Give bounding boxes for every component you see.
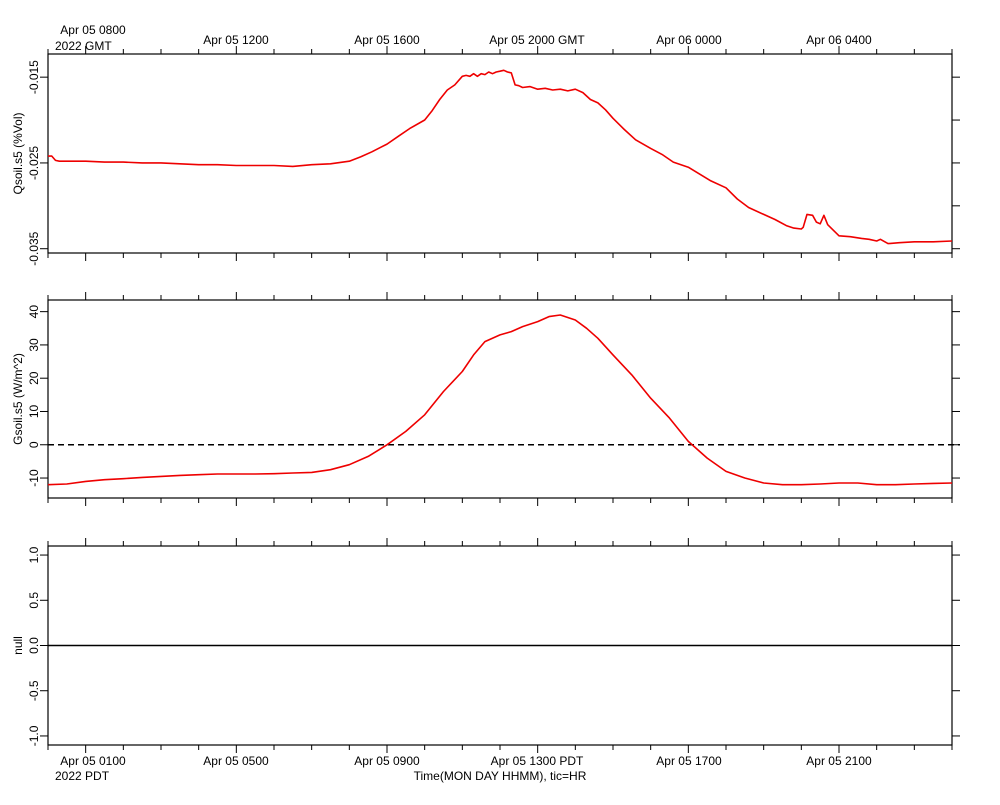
y-tick-label: 0.0: [27, 637, 41, 654]
null-panel: -1.0 -0.5 0.0 0.5 1.0 null: [11, 538, 960, 753]
top-time-label-5: Apr 06 0400: [806, 33, 872, 47]
plot-frame: [47, 53, 953, 254]
bottom-time-label-0: Apr 05 0100: [60, 754, 126, 768]
y-tick-label: 0.5: [27, 592, 41, 609]
y-tick-label: 20: [27, 371, 41, 385]
qsoil-panel: -0.035 -0.025 -0.015 Qsoil.s5 (%Vol): [11, 46, 960, 266]
bottom-time-label-2: Apr 05 0900: [354, 754, 420, 768]
y-tick-label: 1.0: [27, 546, 41, 563]
bottom-time-label-5: Apr 05 2100: [806, 754, 872, 768]
x-axis-label: Time(MON DAY HHMM), tic=HR: [414, 769, 587, 783]
bottom-year-label: 2022 PDT: [55, 769, 110, 783]
top-time-label-0: Apr 05 0800: [60, 23, 126, 37]
top-year-label: 2022 GMT: [55, 39, 112, 53]
y-tick-label: -0.015: [27, 60, 41, 94]
series-line: [47, 314, 953, 486]
y-tick-label: -0.025: [27, 146, 41, 180]
series-line: [48, 69, 953, 245]
y-tick-label: -0.035: [27, 231, 41, 265]
y-tick-label: -0.5: [27, 680, 41, 701]
y-tick-label: -10: [27, 469, 41, 487]
top-time-label-3: Apr 05 2000 GMT: [489, 33, 585, 47]
top-time-label-1: Apr 05 1200: [203, 33, 269, 47]
top-time-label-4: Apr 06 0000: [656, 33, 722, 47]
bottom-time-label-1: Apr 05 0500: [203, 754, 269, 768]
y-tick-label: 0: [27, 441, 41, 448]
bottom-time-label-4: Apr 05 1700: [656, 754, 722, 768]
top-time-label-2: Apr 05 1600: [354, 33, 420, 47]
y-tick-label: 10: [27, 404, 41, 418]
y-tick-label: 40: [27, 305, 41, 319]
y-tick-label: 30: [27, 338, 41, 352]
gsoil-panel: -10 0 10 20 30 40 Gsoil.s5 (W/m^2): [11, 292, 960, 506]
y-axis-label: null: [11, 636, 25, 655]
bottom-time-label-3: Apr 05 1300 PDT: [491, 754, 584, 768]
y-axis-label: Qsoil.s5 (%Vol): [11, 112, 25, 194]
y-axis-label: Gsoil.s5 (W/m^2): [11, 353, 25, 445]
plot-frame: [47, 299, 953, 499]
y-tick-label: -1.0: [27, 725, 41, 746]
